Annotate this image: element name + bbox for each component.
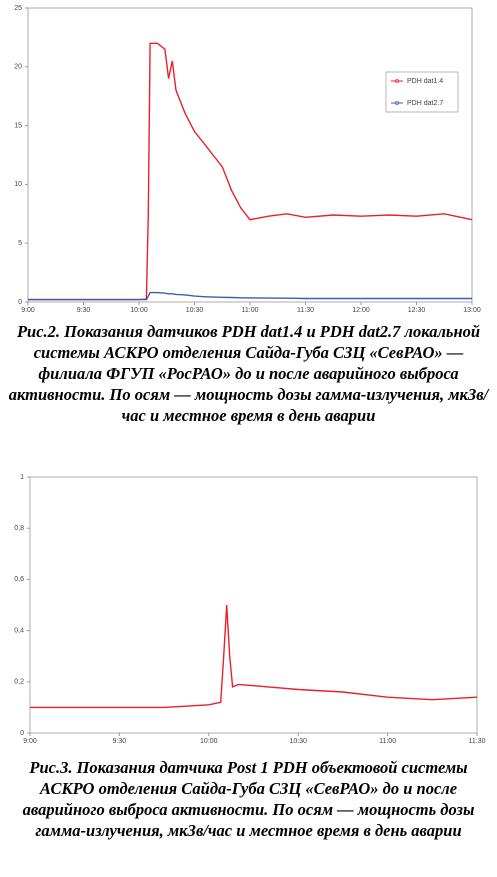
y-tick-label: 0,8 (14, 525, 24, 532)
chart: 0 0,2 0,4 0,6 0,8 1 9:00 9:30 10:00 10:30 11:00 11:… (14, 474, 486, 745)
legend-label: PDH dat2.7 (407, 100, 443, 107)
y-tick-label: 15 (14, 122, 22, 129)
x-tick-label: 11:00 (379, 738, 396, 745)
legend-label: PDH dat1.4 (407, 78, 443, 85)
series-line (28, 42, 473, 301)
legend-box (385, 71, 459, 113)
y-tick-label: 10 (14, 181, 22, 188)
series-line (28, 291, 472, 301)
x-tick-label: 10:30 (186, 307, 204, 312)
x-tick-label: 13:00 (463, 307, 481, 312)
y-tick-label: 20 (14, 64, 22, 71)
legend-marker (394, 78, 400, 84)
legend: PDH dat1.4 PDH dat2.7 (385, 71, 459, 113)
x-tick-label: 10:00 (130, 307, 148, 312)
plot-area (29, 476, 478, 734)
x-tick-label: 9:00 (23, 738, 37, 745)
y-tick-label: 0 (18, 299, 22, 306)
y-tick-label: 0,4 (14, 627, 24, 634)
x-tick-label: 10:30 (289, 738, 307, 745)
legend-marker (394, 100, 400, 106)
y-tick-label: 0,2 (14, 679, 24, 686)
caption: Рис.3. Показания датчика Post 1 PDH объе… (22, 758, 475, 840)
plot-area (27, 7, 473, 303)
x-tick-label: 11:30 (297, 307, 314, 312)
y-tick-label: 5 (18, 240, 22, 247)
x-tick-label: 11:30 (469, 738, 486, 745)
x-tick-label: 10:00 (200, 738, 218, 745)
series-line (30, 604, 478, 709)
x-tick-label: 11:00 (242, 307, 259, 312)
x-tick-label: 9:30 (77, 307, 91, 312)
y-tick-label: 1 (20, 474, 24, 481)
x-tick-label: 9:30 (113, 738, 127, 745)
chart: 0 5 10 15 20 25 9:00 9:30 10:00 10:30 11:00 11:30 12… (14, 5, 481, 314)
x-tick-label: 12:30 (408, 307, 426, 312)
x-tick-label: 9:00 (21, 307, 35, 312)
x-tick-label: 12:00 (352, 307, 370, 312)
y-tick-label: 0 (20, 730, 24, 737)
y-tick-label: 0,6 (14, 576, 24, 583)
caption: Рис.2. Показания датчиков PDH dat1.4 и P… (8, 322, 489, 425)
y-tick-label: 25 (14, 5, 22, 12)
